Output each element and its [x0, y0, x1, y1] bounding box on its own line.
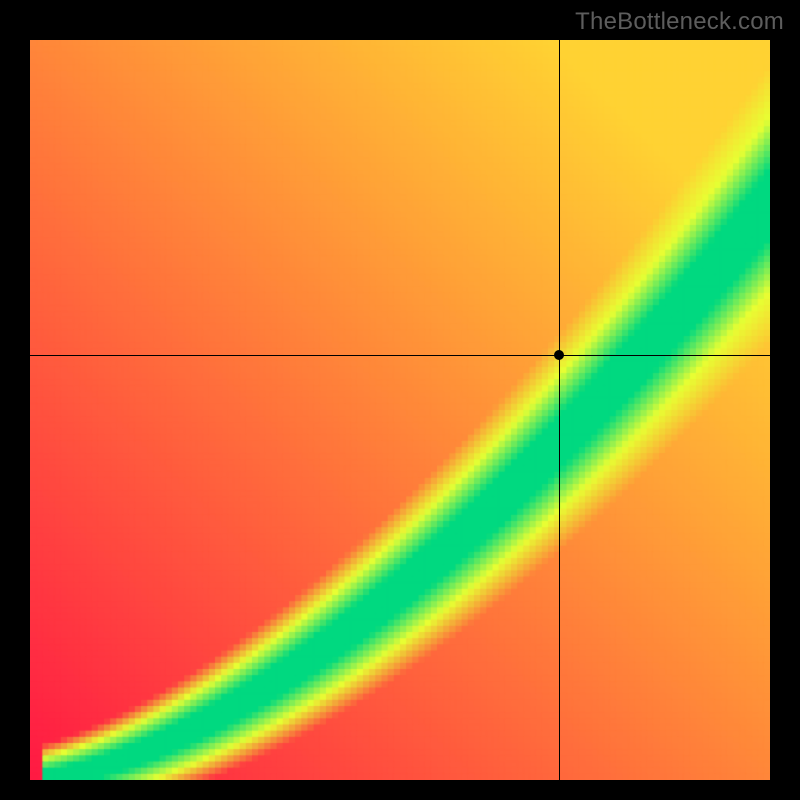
chart-container: TheBottleneck.com	[0, 0, 800, 800]
plot-area	[30, 40, 770, 780]
crosshair-marker	[554, 350, 564, 360]
crosshair-horizontal	[30, 355, 770, 356]
heatmap-canvas	[30, 40, 770, 780]
crosshair-vertical	[559, 40, 560, 780]
watermark-text: TheBottleneck.com	[575, 8, 784, 36]
